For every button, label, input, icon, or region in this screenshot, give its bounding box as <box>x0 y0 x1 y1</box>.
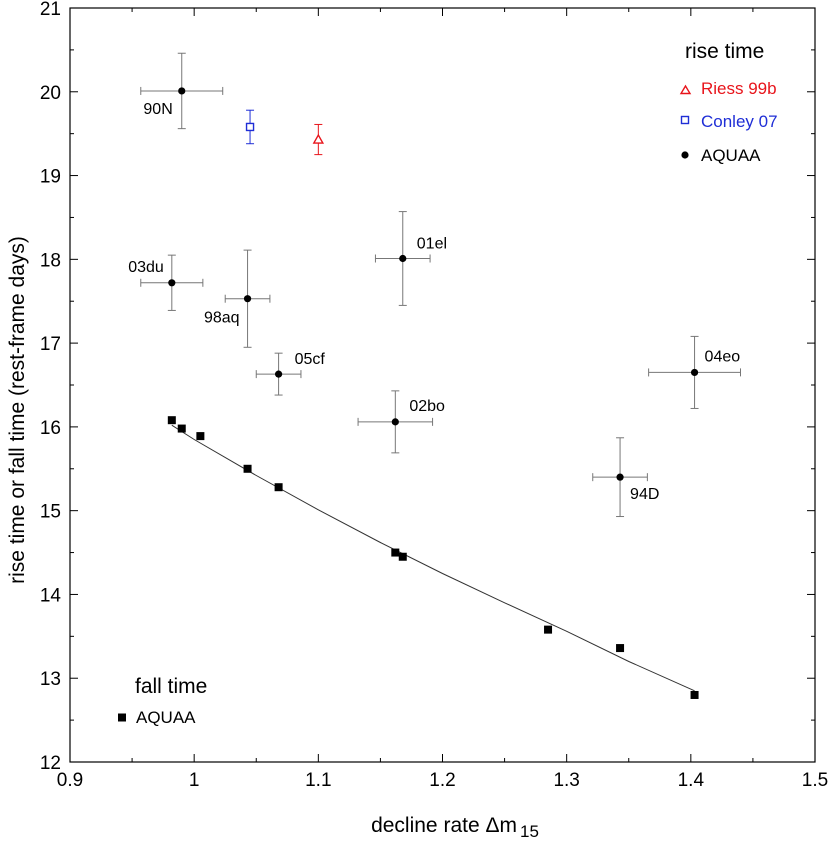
legend-triangle-marker <box>679 84 692 95</box>
legend-circle-marker <box>681 151 689 159</box>
aquaa-fall-point <box>544 625 553 634</box>
aquaa-rise-point <box>168 279 176 287</box>
supernova-label: 04eo <box>705 348 741 365</box>
supernova-label: 90N <box>143 101 172 118</box>
x-tick-label: 0.9 <box>57 770 83 791</box>
legend-rise-time: rise time Riess 99b Conley 07 AQUAA <box>679 40 778 165</box>
supernova-label: 98aq <box>204 310 240 327</box>
supernova-label: 05cf <box>295 351 326 368</box>
y-tick-label: 21 <box>40 0 61 20</box>
legend-label-aquaa-rise: AQUAA <box>701 146 761 165</box>
aquaa-rise-point <box>275 370 283 378</box>
aquaa-fall-point <box>391 548 400 557</box>
y-axis-title: rise time or fall time (rest-frame days) <box>6 236 29 584</box>
x-axis-title: decline rate Δm 15 <box>371 814 539 841</box>
aquaa-rise-point <box>690 368 699 377</box>
y-tick-label: 14 <box>40 585 62 606</box>
aquaa-rise-point <box>616 473 624 481</box>
axes-frame: 0.9 1 1.1 1.2 1.3 1.4 1.5 12 13 14 15 16 17 18 19 20 21 <box>40 0 828 791</box>
y-tick-label: 12 <box>40 753 61 774</box>
x-tick-label: 1 <box>189 770 200 791</box>
aquaa-rise-point <box>399 254 407 263</box>
aquaa-fall-point <box>196 432 205 441</box>
aquaa-fall-point <box>398 552 407 561</box>
aquaa-fall-point <box>167 416 176 425</box>
aquaa-rise-point <box>243 295 252 303</box>
aquaa-fall-point <box>177 424 186 433</box>
supernova-label: 03du <box>128 259 164 276</box>
x-tick-label: 1.4 <box>678 770 705 791</box>
riess-99b-point <box>312 133 325 144</box>
x-tick-label: 1.5 <box>802 770 828 791</box>
aquaa-rise-point <box>391 418 399 426</box>
legend-fall-time: fall time AQUAA <box>118 675 207 727</box>
supernova-label: 02bo <box>409 398 445 415</box>
legend-fall-title: fall time <box>135 675 207 698</box>
x-tick-label: 1.3 <box>553 770 579 791</box>
y-tick-label: 17 <box>40 334 61 355</box>
legend-square-marker <box>680 115 690 125</box>
conley-07-point <box>245 122 255 132</box>
y-tick-label: 20 <box>40 83 61 104</box>
aquaa-fall-point <box>690 690 699 699</box>
fall-time-fit-curve <box>171 424 695 692</box>
y-tick-label: 19 <box>40 167 61 188</box>
x-tick-label: 1.1 <box>305 770 331 791</box>
supernova-label: 94D <box>630 486 659 503</box>
legend-filled-square-marker <box>118 713 126 722</box>
supernova-label: 01el <box>417 235 447 252</box>
legend-label-aquaa-fall: AQUAA <box>136 708 196 727</box>
y-tick-label: 13 <box>40 669 61 690</box>
y-tick-label: 18 <box>40 250 61 271</box>
aquaa-rise-point <box>178 87 186 95</box>
x-tick-label: 1.2 <box>429 770 455 791</box>
legend-label-riess: Riess 99b <box>701 79 777 98</box>
plot-area: 90N 03du 98aq 05cf 01el 02bo 94D 04eo <box>128 52 741 699</box>
legend-label-conley: Conley 07 <box>701 112 778 131</box>
y-tick-label: 15 <box>40 502 61 523</box>
legend-rise-title: rise time <box>685 40 764 63</box>
y-tick-label: 16 <box>40 418 61 439</box>
aquaa-fall-point <box>243 464 252 473</box>
aquaa-fall-point <box>274 483 283 492</box>
aquaa-fall-point <box>616 644 625 653</box>
